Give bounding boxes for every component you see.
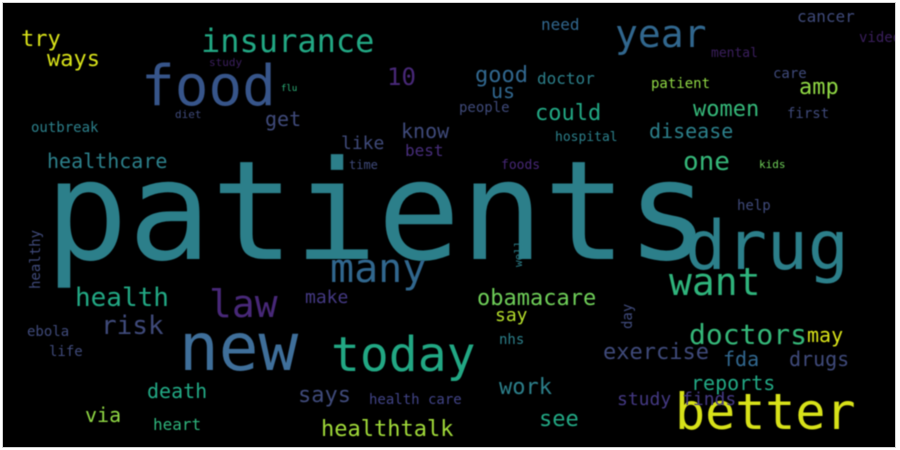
word-life: ebola bbox=[27, 324, 70, 340]
word-hospital: patient bbox=[651, 76, 711, 92]
word-ebola: healthy bbox=[28, 229, 44, 289]
word-study-finds: health care bbox=[369, 392, 462, 408]
word-healthy: well bbox=[512, 240, 525, 268]
word-health: health bbox=[75, 283, 169, 313]
word-like: like bbox=[341, 133, 385, 154]
word-women: women bbox=[693, 97, 760, 122]
word-say: may bbox=[807, 323, 844, 347]
word-law: law bbox=[209, 282, 278, 326]
word-fda: exercise bbox=[603, 340, 709, 365]
word-people: best bbox=[405, 141, 444, 160]
word-exercise: say bbox=[495, 305, 528, 326]
word-drug: drug bbox=[685, 207, 849, 286]
word-time: flu bbox=[281, 84, 298, 94]
word-many: many bbox=[330, 246, 427, 292]
word-good: good bbox=[475, 63, 528, 88]
word-day: nhs bbox=[499, 332, 525, 348]
word-cancer: mental bbox=[711, 46, 758, 61]
word-kids: foods bbox=[501, 158, 541, 173]
word-could: could bbox=[535, 101, 602, 126]
word-today: today bbox=[331, 327, 476, 383]
word-nhs: life bbox=[49, 344, 83, 360]
word-new: new bbox=[179, 309, 299, 386]
word-heart: see bbox=[539, 407, 579, 432]
word-drugs: fda bbox=[723, 347, 760, 371]
word-want: want bbox=[669, 260, 761, 304]
word-healthtalk: healthtalk bbox=[321, 417, 454, 442]
word-know: know bbox=[401, 119, 450, 143]
word-try: try bbox=[21, 27, 61, 52]
word-healthcare: healthcare bbox=[47, 149, 168, 173]
word-finds: day bbox=[620, 303, 636, 329]
word-flu: study bbox=[209, 56, 243, 69]
word-insurance: insurance bbox=[201, 22, 375, 60]
word-reports: work bbox=[499, 375, 552, 400]
word-disease: disease bbox=[649, 119, 734, 143]
word-doctor: people bbox=[459, 100, 510, 116]
word-via: reports bbox=[691, 371, 776, 395]
word-diet: outbreak bbox=[31, 120, 99, 136]
word-patients: patients bbox=[45, 131, 710, 292]
word-video: cancer bbox=[797, 7, 855, 26]
word-mental: need bbox=[541, 15, 580, 34]
word-risk: risk bbox=[101, 311, 164, 341]
word-study: diet bbox=[175, 108, 202, 121]
word-may: make bbox=[305, 287, 349, 308]
word-first: hospital bbox=[555, 130, 618, 145]
word-patient: doctor bbox=[537, 69, 595, 88]
word-better: better bbox=[675, 383, 856, 441]
word-amp: amp bbox=[799, 75, 839, 100]
word-need: care bbox=[773, 66, 807, 82]
word-help: video bbox=[859, 30, 895, 46]
word-health-care: heart bbox=[153, 415, 202, 434]
word-doctors: doctors bbox=[689, 318, 808, 351]
word-well: kids bbox=[759, 158, 786, 171]
word-care: first bbox=[787, 106, 830, 122]
word-10: 10 bbox=[387, 63, 416, 91]
word-us: us bbox=[491, 79, 516, 103]
word-get: get bbox=[265, 107, 302, 131]
word-year: year bbox=[615, 12, 707, 56]
word-says: death bbox=[147, 379, 208, 403]
word-best: study finds bbox=[617, 389, 737, 410]
word-work: says bbox=[298, 383, 351, 408]
word-one: one bbox=[683, 147, 730, 177]
word-food: food bbox=[141, 54, 276, 119]
word-see: via bbox=[85, 403, 122, 427]
word-outbreak: help bbox=[737, 198, 771, 214]
word-foods: time bbox=[349, 158, 378, 172]
word-ways: ways bbox=[47, 47, 100, 72]
word-death: drugs bbox=[789, 347, 850, 371]
word-obamacare: obamacare bbox=[477, 286, 597, 311]
